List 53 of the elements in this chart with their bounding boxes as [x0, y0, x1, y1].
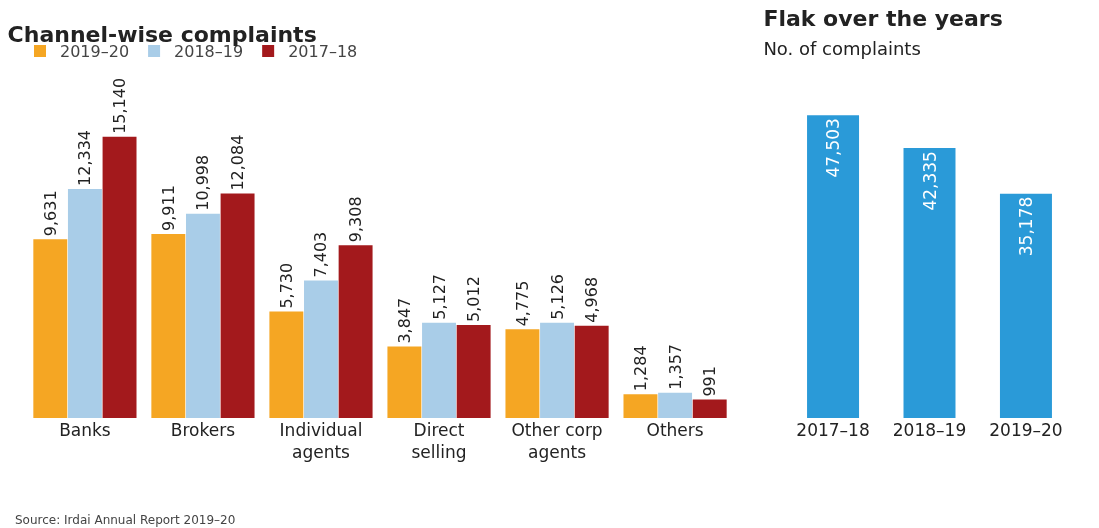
data-label: 5,127 — [429, 273, 449, 320]
data-label: 4,775 — [512, 280, 532, 327]
bar — [220, 193, 255, 418]
data-label: 42,335 — [919, 151, 940, 211]
bar — [658, 392, 693, 418]
bar — [574, 325, 609, 418]
x-tick-label: Other corp agents — [511, 420, 603, 463]
data-label: 10,998 — [193, 154, 213, 211]
x-tick-label: 2019–20 — [989, 420, 1063, 440]
bar — [33, 239, 68, 418]
data-label: 5,730 — [276, 262, 296, 309]
x-tick-label: Banks — [59, 420, 111, 440]
data-label: 9,911 — [158, 185, 178, 231]
x-tick-label: Direct selling — [411, 420, 467, 463]
bar — [387, 346, 422, 418]
data-label: 9,631 — [40, 190, 60, 237]
bar — [304, 280, 338, 418]
bar — [692, 399, 727, 418]
data-label: 991 — [700, 366, 720, 397]
data-label: 12,084 — [228, 134, 248, 191]
data-label: 5,126 — [547, 274, 567, 320]
bar — [102, 136, 137, 418]
chart-title: Flak over the years — [763, 6, 1003, 32]
x-tick-label: Others — [646, 420, 704, 440]
legend-label: 2017–18 — [288, 42, 358, 62]
bar — [67, 188, 102, 418]
bar — [540, 322, 575, 418]
data-label: 1,357 — [665, 343, 685, 390]
data-label: 4,968 — [582, 276, 602, 323]
data-label: 7,403 — [311, 231, 331, 278]
x-tick-label: 2018–19 — [892, 420, 967, 440]
data-label: 35,178 — [1015, 196, 1036, 257]
source-note: Source: Irdai Annual Report 2019–20 — [15, 513, 236, 527]
bar — [151, 233, 186, 418]
data-label: 9,308 — [346, 196, 366, 243]
x-tick-label: Brokers — [170, 420, 236, 440]
bar — [338, 245, 373, 418]
bar — [456, 324, 491, 418]
bar — [185, 213, 220, 418]
data-label: 15,140 — [110, 77, 130, 134]
data-label: 1,284 — [630, 345, 650, 392]
data-label: 5,012 — [464, 276, 484, 322]
x-tick-label: 2017–18 — [796, 420, 870, 440]
bar — [269, 311, 304, 418]
chart-subtitle: No. of complaints — [763, 38, 921, 59]
bar — [505, 329, 540, 418]
bar — [623, 394, 658, 418]
data-label: 47,503 — [823, 118, 844, 178]
data-label: 12,334 — [75, 129, 95, 186]
legend-label: 2019–20 — [60, 42, 130, 62]
bar — [422, 322, 456, 418]
x-tick-label: Individual agents — [279, 420, 363, 463]
data-label: 3,847 — [394, 297, 414, 344]
